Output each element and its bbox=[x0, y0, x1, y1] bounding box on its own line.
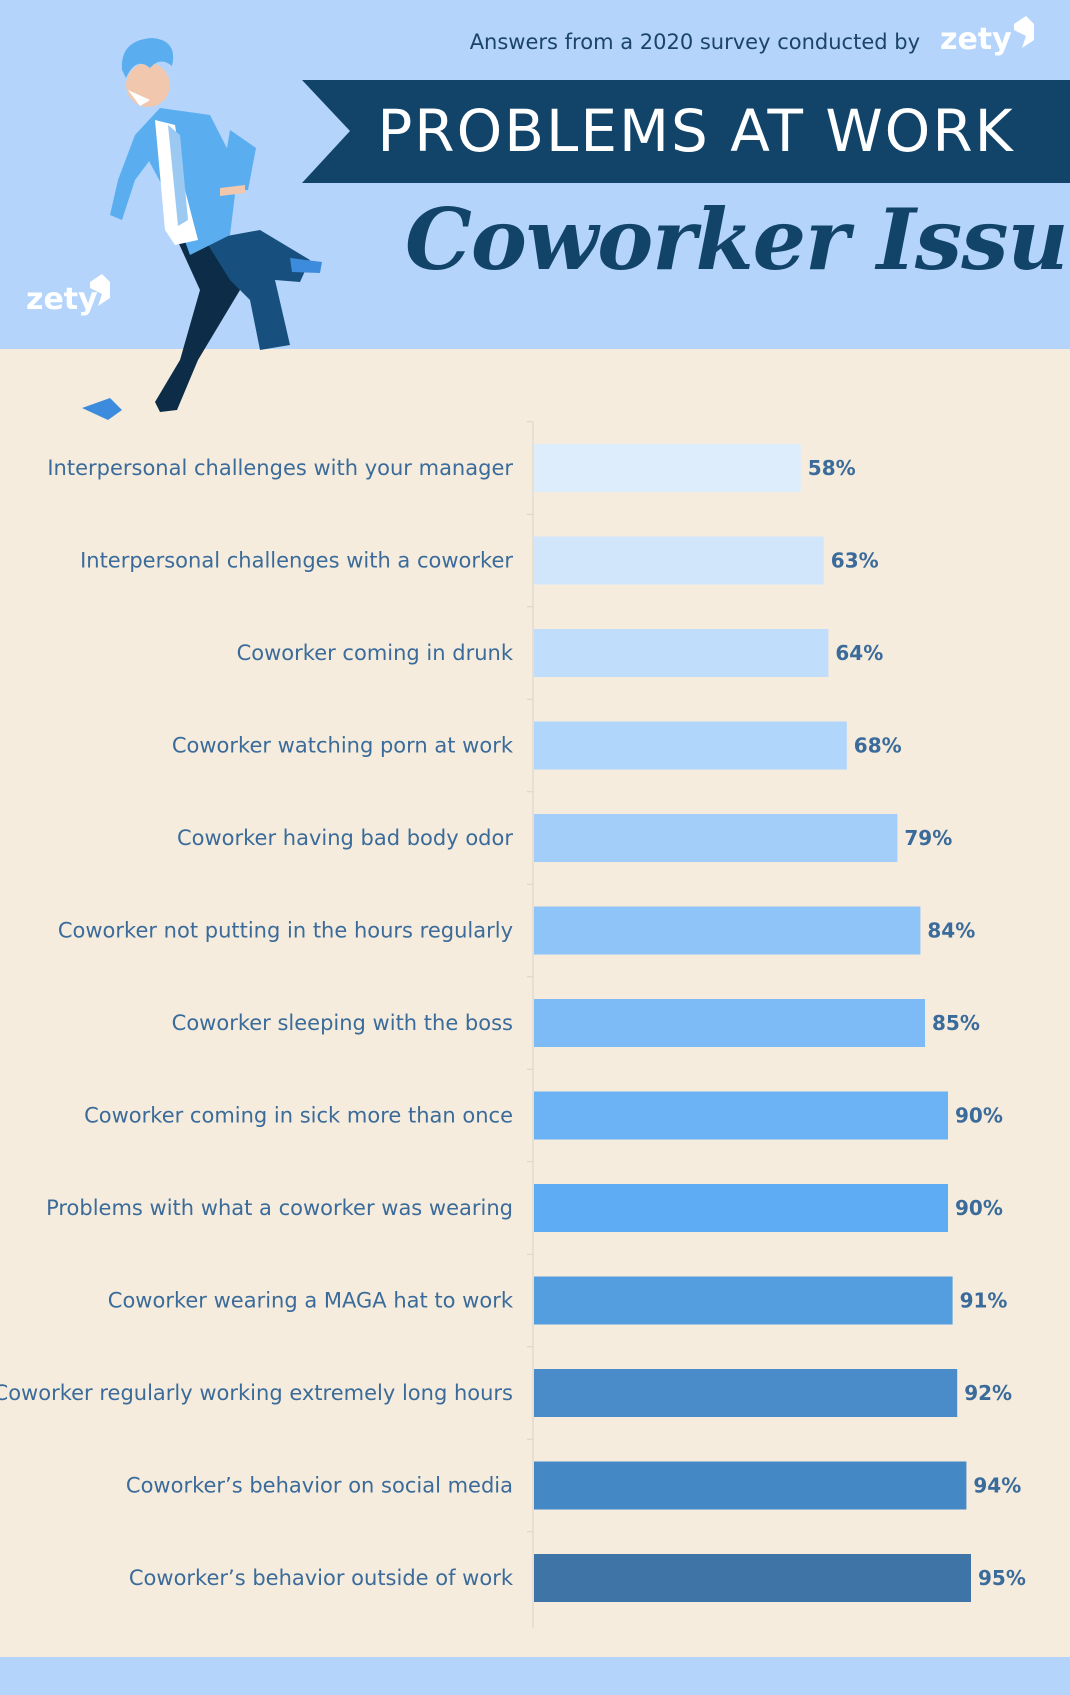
chart-bar bbox=[534, 629, 829, 677]
category-label: Coworker wearing a MAGA hat to work bbox=[108, 1289, 514, 1313]
chart-bar bbox=[534, 1369, 958, 1417]
value-label: 79% bbox=[904, 826, 952, 850]
brand-wordmark: zety bbox=[940, 22, 1012, 57]
category-label: Coworker having bad body odor bbox=[177, 826, 513, 850]
category-label: Coworker coming in sick more than once bbox=[84, 1104, 513, 1128]
value-label: 58% bbox=[808, 456, 856, 480]
category-label: Interpersonal challenges with a coworker bbox=[80, 549, 513, 573]
chart-bar bbox=[534, 906, 921, 955]
value-label: 64% bbox=[835, 641, 883, 665]
zety-logo-icon bbox=[90, 274, 110, 306]
category-label: Interpersonal challenges with your manag… bbox=[47, 456, 513, 480]
value-label: 84% bbox=[927, 919, 975, 943]
category-label: Coworker sleeping with the boss bbox=[172, 1011, 513, 1035]
value-label: 63% bbox=[831, 549, 879, 573]
footer-band bbox=[0, 1657, 1070, 1695]
bar-chart: Interpersonal challenges with your manag… bbox=[0, 421, 1026, 1628]
category-label: Coworker’s behavior on social media bbox=[126, 1474, 513, 1498]
category-label: Coworker’s behavior outside of work bbox=[129, 1566, 514, 1590]
chart-bar bbox=[534, 814, 898, 862]
page-title: PROBLEMS AT WORK bbox=[377, 97, 1015, 165]
category-label: Coworker regularly working extremely lon… bbox=[0, 1381, 513, 1405]
chart-bar bbox=[534, 721, 847, 770]
brand-wordmark-left: zety bbox=[26, 282, 98, 317]
value-label: 90% bbox=[955, 1104, 1003, 1128]
chart-bar bbox=[534, 1554, 971, 1602]
running-man-illustration bbox=[82, 38, 322, 420]
chart-bar bbox=[534, 1461, 967, 1510]
value-label: 92% bbox=[964, 1381, 1012, 1405]
category-label: Coworker watching porn at work bbox=[172, 734, 514, 758]
value-label: 90% bbox=[955, 1196, 1003, 1220]
zety-logo-icon bbox=[1014, 16, 1034, 48]
category-label: Problems with what a coworker was wearin… bbox=[46, 1196, 513, 1220]
value-label: 95% bbox=[978, 1566, 1026, 1590]
value-label: 68% bbox=[854, 734, 902, 758]
category-label: Coworker not putting in the hours regula… bbox=[58, 919, 513, 943]
category-label: Coworker coming in drunk bbox=[237, 641, 514, 665]
chart-bar bbox=[534, 1091, 948, 1140]
chart-bar bbox=[534, 444, 801, 492]
value-label: 85% bbox=[932, 1011, 980, 1035]
page-subtitle: Coworker Issues bbox=[405, 190, 1070, 289]
survey-note: Answers from a 2020 survey conducted by bbox=[469, 30, 920, 54]
chart-bar bbox=[534, 999, 925, 1047]
value-label: 91% bbox=[960, 1289, 1008, 1313]
chart-bar bbox=[534, 1276, 953, 1325]
value-label: 94% bbox=[973, 1474, 1021, 1498]
chart-bar bbox=[534, 536, 824, 585]
chart-bar bbox=[534, 1184, 948, 1232]
title-banner bbox=[302, 80, 1070, 183]
